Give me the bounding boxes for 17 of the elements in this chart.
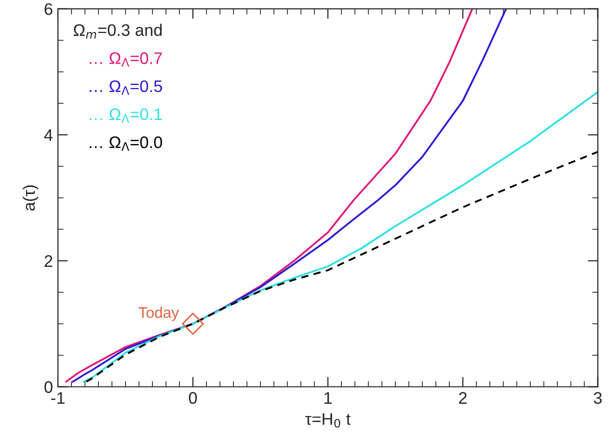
y-tick-label: 2 [44, 255, 52, 267]
text: … Ω$_{Λ}$=0.5 [90, 80, 162, 95]
text: … Ω$_{Λ}$=0.7 [90, 52, 162, 67]
y-tick-label: 0 [44, 381, 52, 393]
x-tick-label: 1 [324, 392, 332, 404]
annotation: Today [138, 306, 179, 321]
y-axis-title: a(τ) [22, 185, 38, 211]
text: … Ω$_{Λ}$=0.1 [90, 108, 162, 123]
text: … Ω$_{Λ}$=0.0 [90, 136, 162, 151]
y-tick-label: 6 [44, 3, 52, 16]
legend-title: Ω$_{m}$=0.3 and [74, 24, 162, 39]
x-tick-label: 0 [188, 392, 197, 404]
y-tick-label: 4 [44, 129, 53, 141]
x-axis-title: τ=H$_{0}$ t [305, 413, 351, 428]
x-tick-label: 2 [459, 392, 467, 404]
x-tick-label: -1 [51, 392, 65, 404]
x-tick-label: 3 [594, 392, 602, 404]
